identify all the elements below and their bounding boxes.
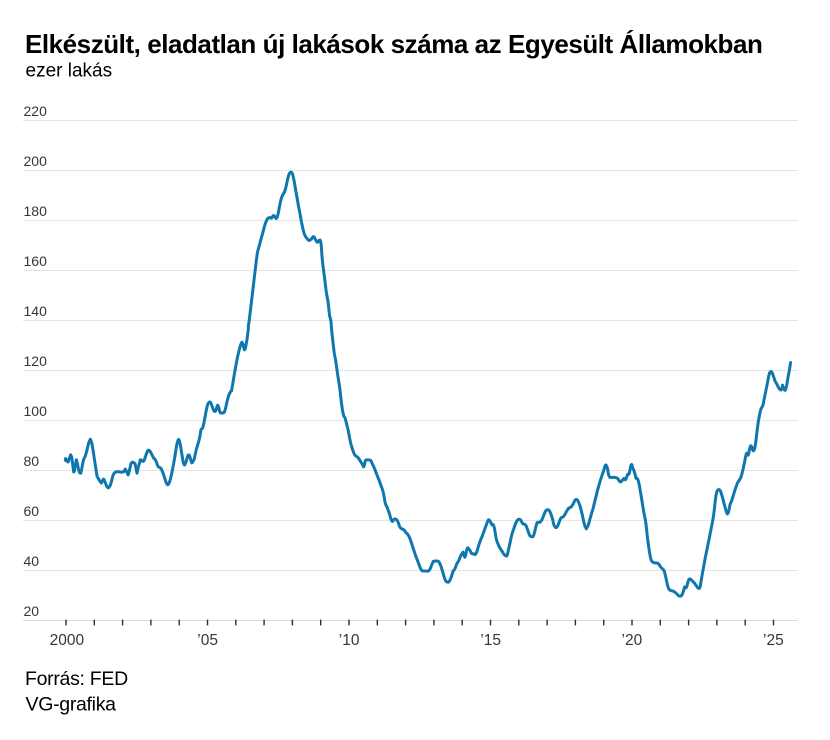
svg-text:80: 80 [24,453,40,469]
svg-text:VG-grafika: VG-grafika [26,694,117,716]
svg-text:20: 20 [24,603,40,619]
svg-text:180: 180 [24,203,48,219]
svg-text:140: 140 [24,303,48,319]
svg-text:’20: ’20 [622,632,643,649]
svg-text:200: 200 [24,153,48,169]
svg-text:’15: ’15 [480,632,501,649]
svg-text:2000: 2000 [50,632,85,649]
svg-text:60: 60 [24,503,40,519]
svg-text:Forrás: FED: Forrás: FED [25,668,128,690]
svg-text:120: 120 [24,353,48,369]
svg-text:100: 100 [24,403,48,419]
svg-text:’25: ’25 [763,632,784,649]
svg-text:160: 160 [24,253,48,269]
svg-text:Elkészült, eladatlan új lakáso: Elkészült, eladatlan új lakások száma az… [25,29,762,59]
svg-text:40: 40 [24,553,40,569]
svg-text:220: 220 [24,103,48,119]
svg-text:’05: ’05 [197,632,218,649]
svg-text:ezer lakás: ezer lakás [26,61,113,82]
svg-text:’10: ’10 [339,632,360,649]
